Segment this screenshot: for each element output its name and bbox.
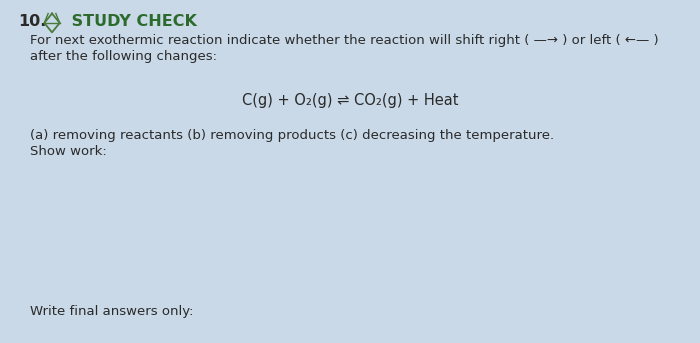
Text: Show work:: Show work: — [30, 145, 106, 158]
Text: For next exothermic reaction indicate whether the reaction will shift right ( —→: For next exothermic reaction indicate wh… — [30, 34, 659, 47]
Text: after the following changes:: after the following changes: — [30, 50, 217, 63]
Text: (a) removing reactants (b) removing products (c) decreasing the temperature.: (a) removing reactants (b) removing prod… — [30, 129, 554, 142]
Text: C(g) + O₂(g) ⇌ CO₂(g) + Heat: C(g) + O₂(g) ⇌ CO₂(g) + Heat — [241, 93, 458, 108]
Text: Write final answers only:: Write final answers only: — [30, 305, 193, 318]
Text: STUDY CHECK: STUDY CHECK — [66, 14, 197, 29]
Text: 10.: 10. — [18, 14, 46, 29]
